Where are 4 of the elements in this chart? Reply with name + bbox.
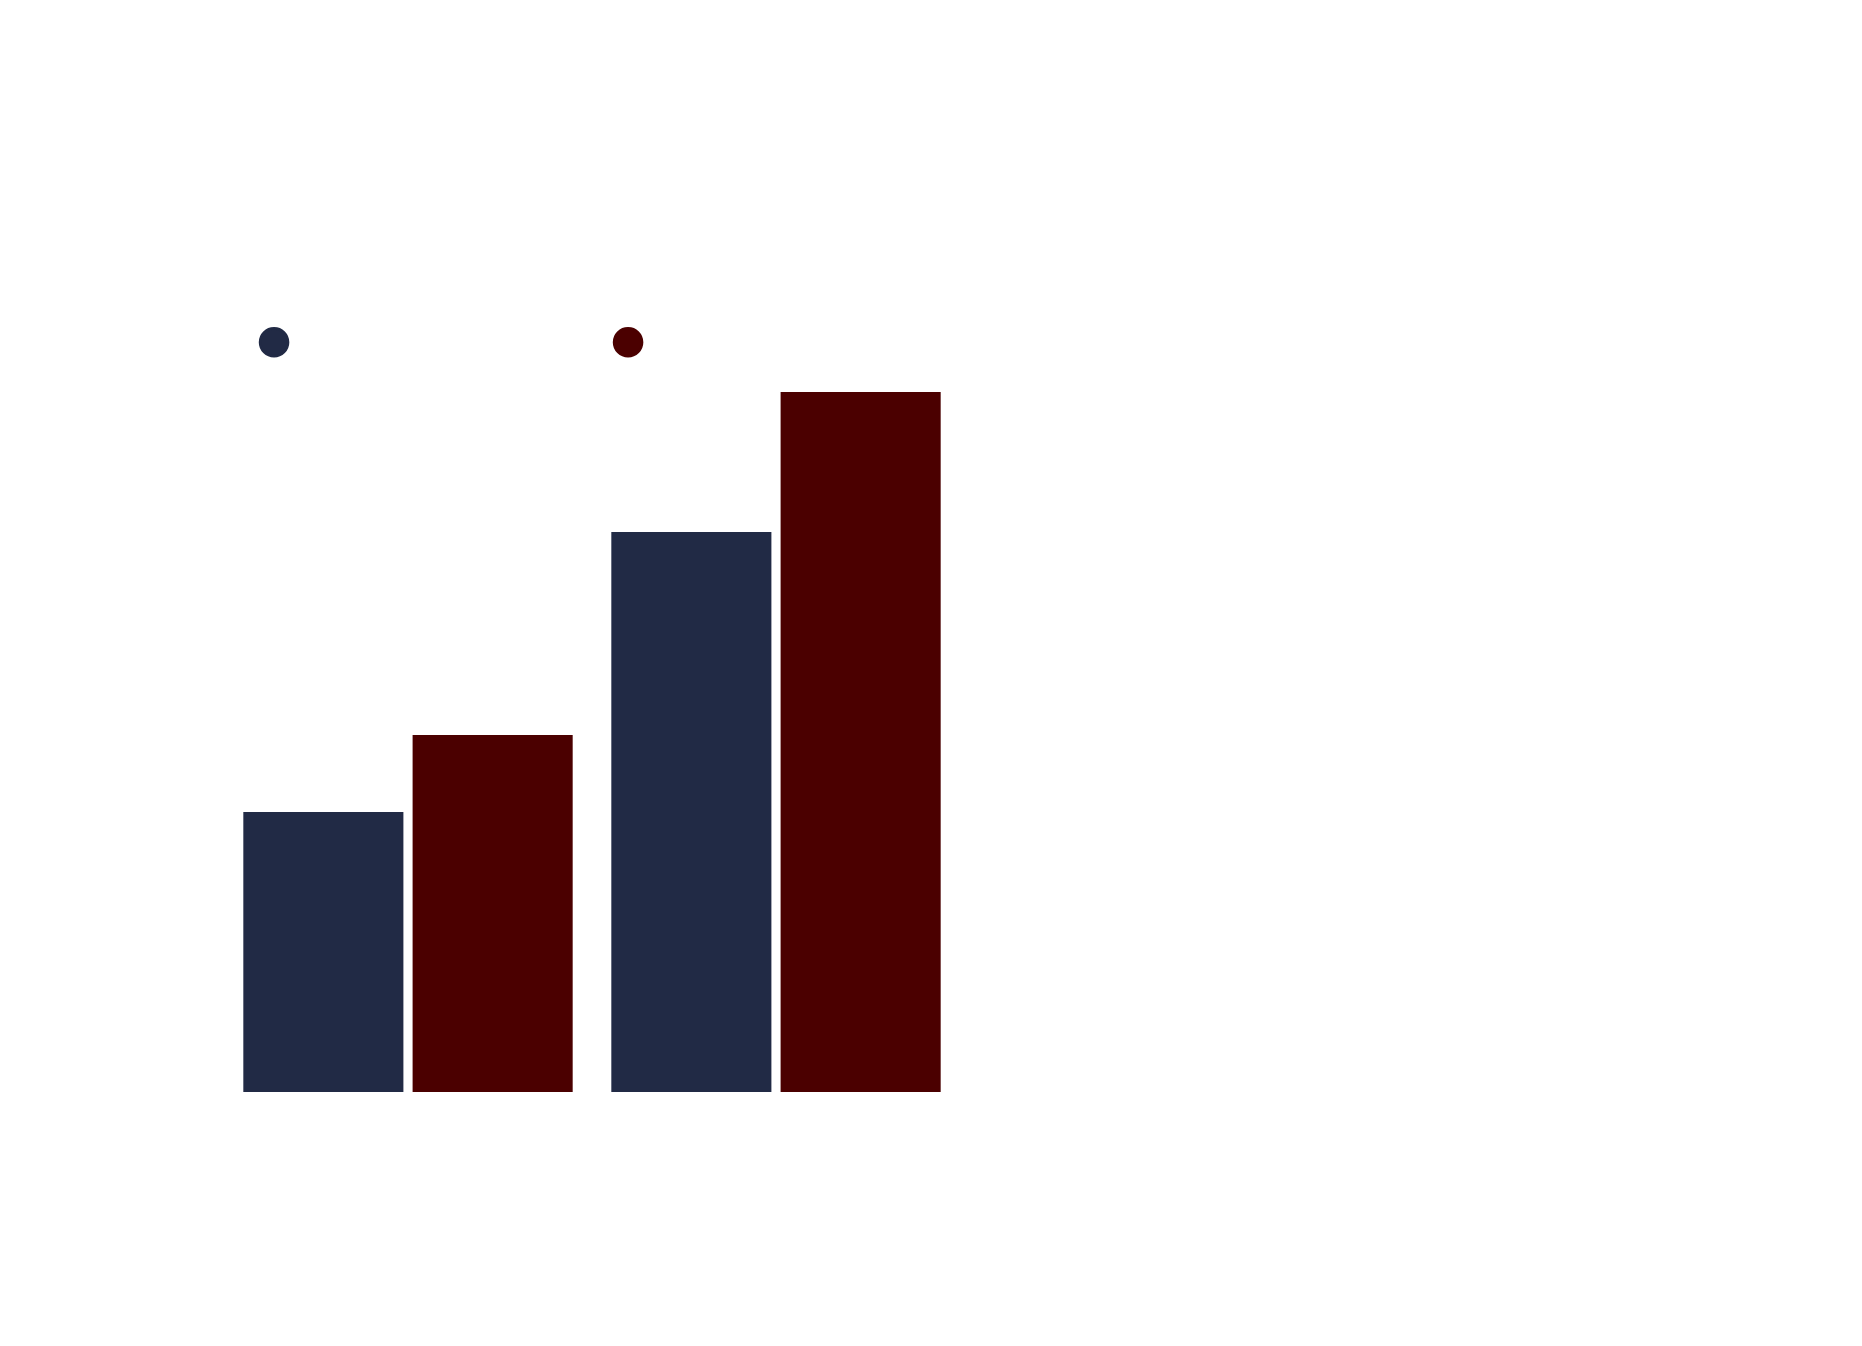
bar [412,735,573,1092]
bar [243,812,404,1092]
bar [780,392,941,1092]
bar [611,532,772,1092]
